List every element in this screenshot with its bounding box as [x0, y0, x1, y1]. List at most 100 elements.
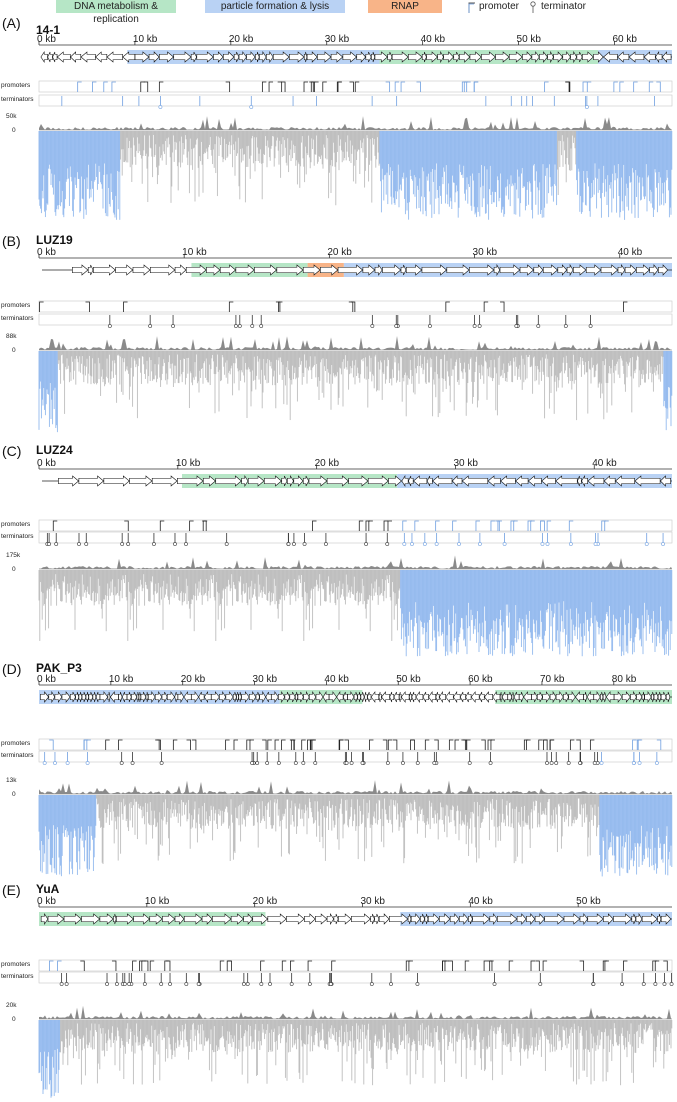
gene-arrow — [121, 691, 128, 703]
legend-promoter: promoter — [479, 1, 520, 12]
terminator-loop — [126, 542, 131, 546]
gene-arrow — [459, 913, 469, 925]
promoter-marker — [140, 81, 145, 92]
terminator-loop — [142, 982, 147, 986]
gene-arrow — [387, 51, 393, 63]
gene-arrow — [587, 475, 605, 487]
promoter-marker — [233, 739, 238, 750]
gene-arrow — [320, 264, 339, 276]
genome-map: 0 kb 10 kb 20 kb 30 kb 40 kb 50 kb 60 kb 70 kb 8… — [1, 674, 673, 877]
coverage-max-label: 50k — [6, 113, 17, 120]
coverage-reads — [38, 1020, 673, 1098]
gene-arrow — [276, 264, 304, 276]
promoter-marker — [219, 960, 225, 971]
promoter-marker — [462, 739, 468, 750]
gene-arrow — [174, 913, 185, 925]
terminator-loop — [59, 982, 64, 986]
gene-arrow — [191, 691, 199, 703]
gene-arrow — [657, 913, 662, 925]
promoter-marker — [405, 960, 411, 971]
terminator-loop — [344, 761, 349, 765]
terminator-loop — [402, 542, 407, 546]
promoter-marker — [632, 739, 637, 750]
terminator-loop — [307, 982, 312, 986]
terminator-loop — [536, 324, 541, 328]
gene-arrow — [259, 690, 266, 704]
promoters-track — [38, 959, 673, 972]
terminator-loop — [662, 982, 667, 986]
gene-arrow — [544, 913, 565, 925]
gene-arrow — [107, 691, 111, 703]
promoter-marker — [513, 520, 518, 531]
terminator-loop — [148, 324, 153, 328]
gene-arrow — [131, 691, 138, 703]
gene-arrow — [238, 51, 247, 63]
gene-arrow — [113, 913, 117, 925]
gene-arrow — [393, 691, 400, 703]
promoter-marker — [387, 739, 393, 750]
axis-tick-label: 20 kb — [315, 458, 340, 469]
gene-arrow — [109, 691, 119, 703]
gene-arrow — [526, 913, 536, 925]
gene-arrow — [437, 50, 444, 64]
promoter-marker — [365, 520, 370, 531]
gene-arrow — [40, 913, 49, 925]
gene-arrow — [99, 691, 109, 703]
promoter-marker — [445, 301, 450, 312]
coverage-max-label: 175k — [6, 552, 21, 559]
terminator-loop — [584, 105, 589, 109]
gene-arrow — [255, 51, 260, 63]
gene-arrow — [660, 691, 667, 703]
gene-arrow — [284, 691, 290, 703]
promoters-label: promoters — [1, 82, 31, 89]
genome-map: 0 kb 10 kb 20 kb 30 kb 40 kb 50 kb 60 kb promot… — [1, 34, 673, 220]
coverage-reads — [38, 795, 673, 877]
gene-arrow — [183, 691, 192, 703]
promoter-marker — [604, 520, 609, 531]
genome-map: 0 kb 10 kb 20 kb 30 kb 40 kb promoters termina… — [1, 458, 673, 657]
axis-tick-label: 10 kb — [182, 247, 207, 258]
promoter-marker — [408, 960, 413, 971]
terminator-loop — [545, 761, 549, 765]
panel-14-1: 0 kb 10 kb 20 kb 30 kb 40 kb 50 kb 60 kb promot… — [0, 15, 677, 233]
terminator-loop — [65, 761, 70, 765]
gene-arrow — [70, 51, 82, 63]
gene-arrow — [586, 690, 594, 704]
terminator-loop — [549, 761, 554, 765]
gene-arrow — [93, 264, 116, 276]
gene-arrow — [81, 691, 87, 703]
genome-map: 0 kb 10 kb 20 kb 30 kb 40 kb 50 kb promoters te… — [1, 896, 674, 1098]
gene-arrow — [177, 475, 204, 487]
terminator-loop — [545, 542, 550, 546]
terminators-track — [38, 313, 673, 326]
gene-arrow — [613, 691, 623, 703]
gene-arrow — [641, 913, 658, 925]
promoter-marker — [510, 520, 515, 531]
promoter-marker — [348, 301, 354, 312]
gene-arrow — [118, 691, 123, 703]
gene-arrow — [215, 475, 242, 487]
axis-tick-label: 30 kb — [325, 34, 350, 45]
gene-arrow — [235, 264, 255, 276]
promoter-marker — [466, 739, 471, 750]
legend-particle-formation: particle formation & lysis — [205, 0, 345, 13]
axis-tick-label: 10 kb — [145, 896, 170, 907]
promoter-marker — [368, 520, 373, 531]
gene-arrow — [391, 51, 409, 63]
axis-tick-label: 40 kb — [421, 34, 446, 45]
promoter-marker — [454, 739, 460, 750]
terminator-icon — [530, 1, 536, 13]
terminator-loop — [492, 982, 497, 986]
promoter-marker — [310, 81, 316, 92]
promoter-marker — [80, 960, 85, 971]
terminator-loop — [184, 542, 188, 546]
gene-arrow — [304, 913, 316, 925]
gene-arrow — [522, 51, 533, 63]
gene-arrow — [641, 691, 645, 703]
promoter-marker — [105, 739, 110, 750]
gene-arrow — [519, 264, 534, 276]
terminator-loop — [250, 324, 255, 328]
promoter-marker — [538, 739, 543, 750]
gene-arrow — [336, 690, 344, 704]
terminator-loop — [250, 761, 254, 765]
